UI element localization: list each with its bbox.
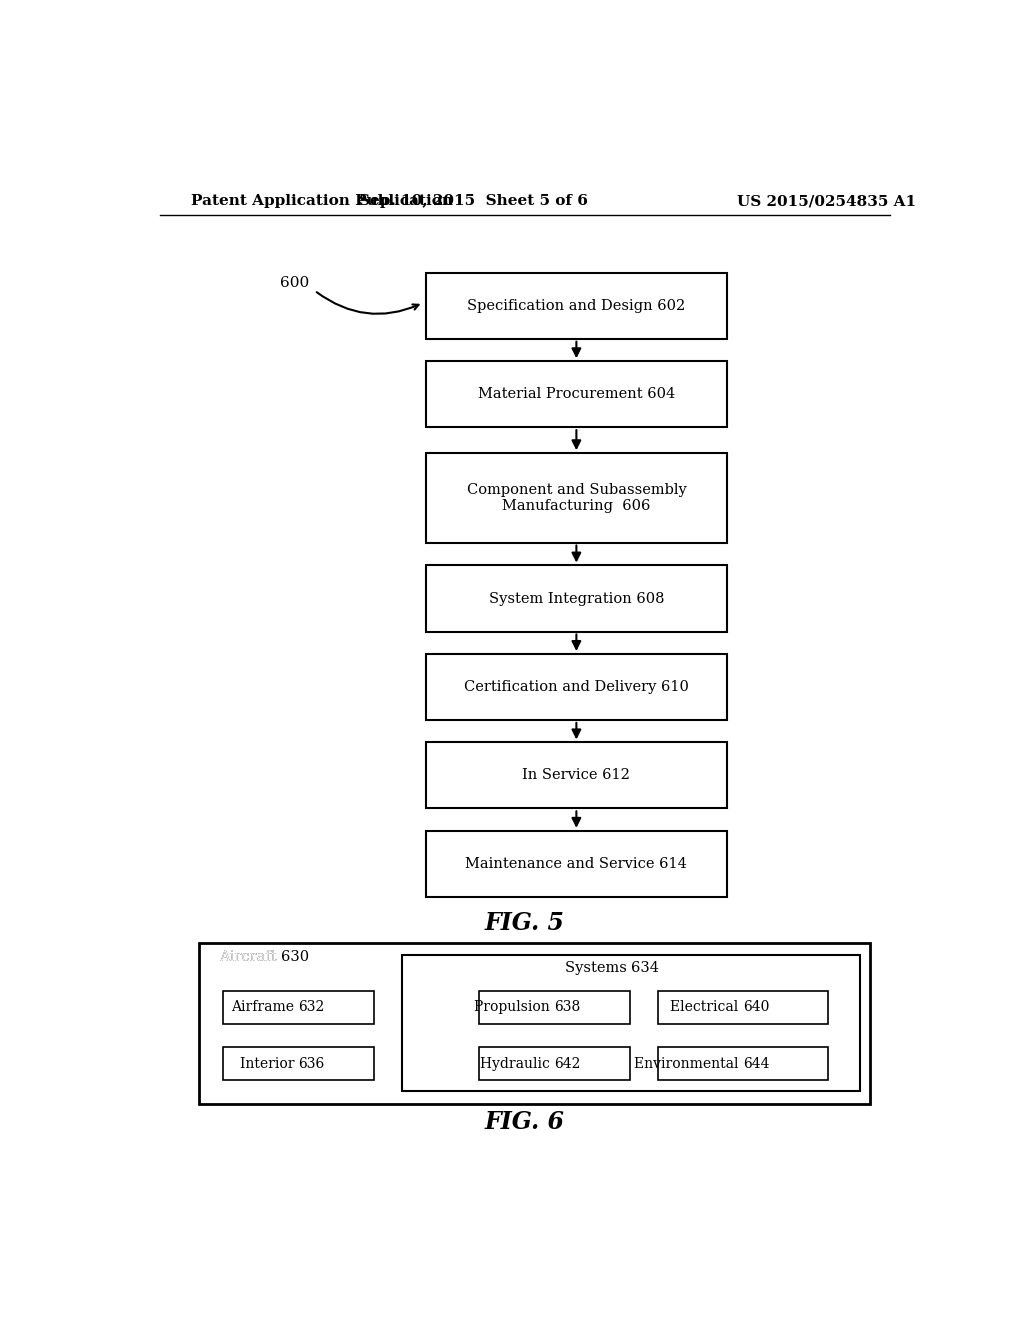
Bar — [426, 830, 727, 896]
Bar — [426, 742, 727, 808]
Text: Airframe: Airframe — [231, 1001, 299, 1014]
Text: Sep. 10, 2015  Sheet 5 of 6: Sep. 10, 2015 Sheet 5 of 6 — [358, 194, 588, 209]
Text: 642: 642 — [554, 1056, 581, 1071]
Bar — [657, 1047, 828, 1080]
Bar — [426, 453, 727, 543]
Bar — [426, 653, 727, 719]
Text: Environmental: Environmental — [634, 1056, 743, 1071]
Text: FIG. 5: FIG. 5 — [484, 911, 565, 935]
Text: Patent Application Publication: Patent Application Publication — [191, 194, 454, 209]
Text: 644: 644 — [743, 1056, 770, 1071]
Bar — [426, 273, 727, 339]
Bar — [426, 362, 727, 428]
Text: Propulsion: Propulsion — [474, 1001, 554, 1014]
Text: Interior: Interior — [240, 1056, 299, 1071]
Text: 636: 636 — [299, 1056, 325, 1071]
Text: System Integration 608: System Integration 608 — [488, 591, 665, 606]
Text: Hydraulic: Hydraulic — [480, 1056, 554, 1071]
Text: 600: 600 — [280, 276, 309, 290]
Bar — [223, 990, 374, 1024]
Text: 640: 640 — [743, 1001, 769, 1014]
Text: FIG. 6: FIG. 6 — [484, 1110, 565, 1134]
Text: Aircraft  630: Aircraft 630 — [219, 950, 314, 964]
Text: Component and Subassembly
Manufacturing  606: Component and Subassembly Manufacturing … — [467, 483, 686, 513]
Text: 634: 634 — [631, 961, 659, 975]
Bar — [657, 990, 828, 1024]
Text: Material Procurement 604: Material Procurement 604 — [478, 387, 675, 401]
Bar — [479, 990, 630, 1024]
Text: US 2015/0254835 A1: US 2015/0254835 A1 — [737, 194, 915, 209]
Text: Certification and Delivery 610: Certification and Delivery 610 — [464, 680, 689, 694]
Text: Electrical: Electrical — [671, 1001, 743, 1014]
Bar — [200, 942, 870, 1104]
Bar — [479, 1047, 630, 1080]
Text: Systems: Systems — [564, 961, 631, 975]
Bar — [223, 1047, 374, 1080]
Bar — [426, 565, 727, 631]
Text: Aircraft: Aircraft — [219, 950, 282, 964]
Bar — [401, 956, 860, 1092]
Text: 632: 632 — [299, 1001, 325, 1014]
Text: 630: 630 — [282, 950, 309, 964]
Text: Specification and Design 602: Specification and Design 602 — [467, 298, 685, 313]
Text: 638: 638 — [554, 1001, 581, 1014]
Text: In Service 612: In Service 612 — [522, 768, 631, 783]
Text: Maintenance and Service 614: Maintenance and Service 614 — [466, 857, 687, 871]
